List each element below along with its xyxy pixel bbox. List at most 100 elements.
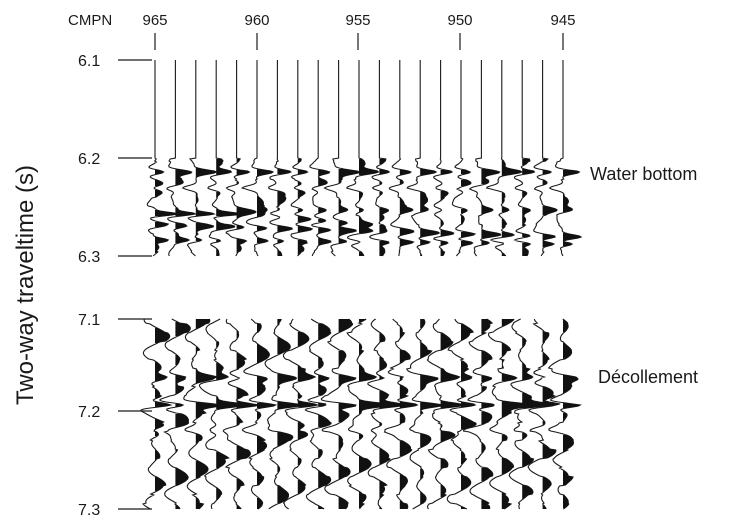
lower-trace-21-lobe-3 <box>563 375 579 393</box>
lower-trace-15-lobe-1 <box>440 333 453 350</box>
lower-trace-7-lobe-4 <box>277 402 303 409</box>
upper-trace-14-lobe-4 <box>420 240 430 245</box>
lower-trace-16-lobe-5 <box>461 416 477 429</box>
lower-trace-1-lobe-6 <box>155 432 159 436</box>
upper-trace-6-lobe-2 <box>257 196 268 217</box>
cmp-label-960: 960 <box>244 12 269 29</box>
upper-trace-21-lobe-3 <box>563 233 582 246</box>
upper-trace-1-lobe-4 <box>155 210 178 216</box>
lower-trace-5-lobe-6 <box>236 446 251 460</box>
upper-trace-15-lobe-1 <box>440 170 453 174</box>
lower-trace-7-lobe-7 <box>277 486 289 503</box>
lower-trace-17-lobe-2 <box>481 351 492 366</box>
upper-trace-4-lobe-2 <box>216 192 220 198</box>
lower-trace-1-lobe-5 <box>155 419 164 429</box>
upper-trace-7 <box>268 60 294 257</box>
lower-trace-12-lobe-8 <box>379 507 382 509</box>
upper-trace-19-lobe-1 <box>522 159 530 165</box>
lower-trace-13-lobe-7 <box>399 441 412 456</box>
lower-trace-13-lobe-2 <box>399 350 411 363</box>
upper-trace-2-lobe-3 <box>175 223 187 229</box>
upper-trace-8-lobe-8 <box>297 240 308 255</box>
lower-trace-20-lobe-3 <box>542 387 561 407</box>
upper-trace-9 <box>309 60 332 257</box>
lower-trace-13-lobe-5 <box>399 402 418 408</box>
lower-trace-20-lobe-4 <box>542 421 545 425</box>
lower-trace-18-lobe-9 <box>501 493 512 509</box>
upper-trace-10-lobe-1 <box>338 169 360 183</box>
lower-trace-18-lobe-8 <box>501 458 514 474</box>
lower-trace-6-lobe-1 <box>257 324 262 332</box>
lower-trace-16-lobe-6 <box>461 452 467 464</box>
lower-trace-3-lobe-3 <box>195 369 218 383</box>
upper-trace-11-lobe-3 <box>359 208 364 212</box>
lower-trace-3-lobe-1 <box>195 319 210 329</box>
upper-trace-14-lobe-2 <box>420 192 429 212</box>
upper-trace-14-lobe-5 <box>420 254 422 256</box>
lower-trace-19-lobe-1 <box>522 338 527 347</box>
upper-trace-20-lobe-3 <box>542 180 548 185</box>
time-label-7-1: 7.1 <box>78 312 100 329</box>
lower-trace-8-lobe-3 <box>297 393 302 398</box>
upper-trace-15-lobe-6 <box>440 249 445 256</box>
lower-trace-4-lobe-1 <box>216 342 219 347</box>
upper-trace-6-lobe-3 <box>257 226 267 231</box>
lower-trace-15-lobe-2 <box>440 369 460 382</box>
lower-trace-10-lobe-6 <box>338 464 351 479</box>
lower-trace-2-lobe-8 <box>175 505 181 509</box>
upper-trace-17-lobe-3 <box>481 225 483 227</box>
upper-trace-16-lobe-2 <box>461 180 472 186</box>
lower-trace-13-lobe-1 <box>399 327 405 338</box>
upper-trace-14-lobe-1 <box>420 169 437 175</box>
lower-trace-12-lobe-4 <box>379 391 406 408</box>
time-label-6-1: 6.1 <box>78 53 100 70</box>
lower-trace-9-lobe-2 <box>318 357 324 368</box>
lower-trace-19-lobe-6 <box>522 485 533 499</box>
upper-time-ticks <box>118 59 152 257</box>
lower-trace-10-lobe-7 <box>338 497 349 509</box>
lower-trace-13-lobe-3 <box>399 377 404 380</box>
lower-trace-5-lobe-2 <box>236 353 247 369</box>
upper-trace-13-lobe-2 <box>399 180 404 184</box>
lower-trace-13-lobe-6 <box>399 414 405 424</box>
lower-trace-4 <box>198 318 248 510</box>
time-label-6-2: 6.2 <box>78 151 100 168</box>
lower-trace-6-lobe-7 <box>257 472 264 485</box>
lower-trace-16-lobe-3 <box>461 388 466 397</box>
lower-trace-3 <box>183 318 222 510</box>
lower-trace-16-lobe-8 <box>461 507 467 509</box>
lower-trace-13-lobe-8 <box>399 474 408 491</box>
upper-trace-9-lobe-1 <box>318 170 330 176</box>
lower-trace-17-lobe-5 <box>481 403 495 408</box>
lower-trace-12-lobe-2 <box>379 357 387 370</box>
upper-trace-8-lobe-2 <box>297 170 308 174</box>
upper-trace-13-lobe-1 <box>399 170 411 175</box>
lower-trace-13-lobe-9 <box>399 501 408 509</box>
cmp-ticks <box>154 33 564 50</box>
lower-trace-20-lobe-6 <box>542 477 552 492</box>
lower-trace-7-lobe-2 <box>277 337 291 354</box>
lower-time-ticks <box>118 318 152 510</box>
lower-trace-18-lobe-2 <box>501 343 511 356</box>
lower-trace-18 <box>488 318 535 510</box>
lower-trace-2-lobe-6 <box>175 450 178 452</box>
lower-trace-5-lobe-3 <box>236 388 248 399</box>
time-label-7-2: 7.2 <box>78 404 100 421</box>
lower-trace-5-lobe-1 <box>236 331 239 338</box>
lower-trace-14-lobe-1 <box>420 319 425 328</box>
upper-trace-15-lobe-2 <box>440 191 449 200</box>
lower-trace-17-lobe-4 <box>481 387 487 392</box>
lower-trace-3-lobe-2 <box>195 347 200 353</box>
lower-trace-17-lobe-3 <box>481 376 492 382</box>
lower-trace-3-lobe-4 <box>195 402 221 418</box>
lower-trace-14-lobe-7 <box>420 492 427 504</box>
lower-trace-18-lobe-4 <box>501 366 504 368</box>
upper-trace-16-lobe-6 <box>461 241 473 246</box>
upper-trace-20-lobe-2 <box>542 170 552 174</box>
upper-trace-16 <box>451 60 477 257</box>
upper-trace-13-lobe-3 <box>399 198 413 214</box>
lower-trace-19-lobe-2 <box>522 363 533 380</box>
upper-trace-5-lobe-1 <box>236 159 241 162</box>
upper-trace-3-lobe-5 <box>195 238 202 241</box>
